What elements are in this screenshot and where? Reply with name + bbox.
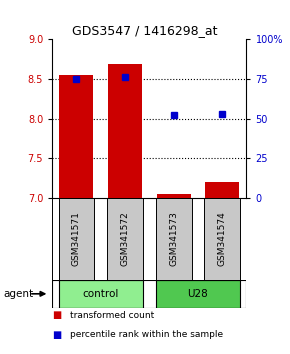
Bar xyxy=(156,280,240,308)
Text: percentile rank within the sample: percentile rank within the sample xyxy=(70,330,223,339)
Text: GSM341574: GSM341574 xyxy=(218,212,227,266)
Text: ■: ■ xyxy=(52,310,61,320)
Text: control: control xyxy=(83,289,119,299)
Bar xyxy=(59,280,143,308)
Text: GSM341573: GSM341573 xyxy=(169,211,178,267)
Text: ■: ■ xyxy=(52,330,61,339)
Bar xyxy=(156,198,192,280)
Bar xyxy=(157,194,191,198)
Text: GSM341571: GSM341571 xyxy=(72,211,81,267)
Bar xyxy=(205,182,239,198)
Bar xyxy=(108,64,142,198)
Text: U28: U28 xyxy=(188,289,208,299)
Text: GDS3547 / 1416298_at: GDS3547 / 1416298_at xyxy=(72,24,218,37)
Text: agent: agent xyxy=(3,289,33,299)
Bar xyxy=(204,198,240,280)
Bar xyxy=(59,198,95,280)
Bar xyxy=(59,75,93,198)
Text: transformed count: transformed count xyxy=(70,310,154,320)
Text: GSM341572: GSM341572 xyxy=(121,212,130,266)
Bar xyxy=(107,198,143,280)
